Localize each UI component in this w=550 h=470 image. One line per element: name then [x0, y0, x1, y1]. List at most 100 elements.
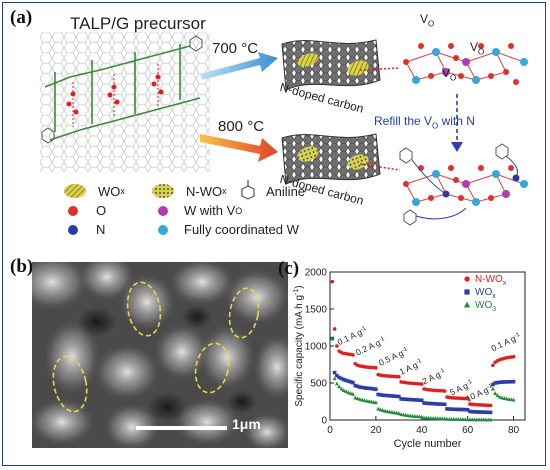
series-1-point	[399, 397, 403, 401]
series-2-point	[493, 391, 498, 395]
arrow-700	[200, 52, 278, 80]
series-1-point	[426, 401, 431, 406]
series-0-point	[488, 403, 493, 408]
x-tick-label: 20	[370, 425, 382, 436]
series-1-point	[410, 397, 415, 402]
cyan-sphere-icon	[158, 224, 168, 235]
y-tick-label: 0	[321, 416, 327, 427]
series-1-point	[507, 380, 511, 384]
series-1-point	[397, 394, 401, 399]
legend-marker	[464, 276, 470, 282]
series-2-point	[495, 393, 500, 398]
series-2-point	[511, 397, 516, 402]
series-2-point	[360, 397, 365, 402]
series-1-point	[358, 385, 362, 389]
panel-c-label: (c)	[278, 258, 300, 279]
series-1-point	[364, 386, 369, 390]
y-axis-label: Specific capacity (mA h g-1)	[293, 285, 305, 406]
wox-ellipse-icon	[64, 184, 86, 198]
x-axis-label: Cycle number	[394, 438, 462, 450]
series-2-point	[344, 389, 349, 394]
series-2-point	[383, 408, 388, 413]
refill-arrow	[451, 94, 463, 152]
nwox-ellipse-icon	[152, 184, 174, 198]
series-1-point	[452, 407, 456, 412]
series-1-point	[438, 402, 442, 406]
series-1-point	[454, 407, 458, 412]
series-1-point	[346, 379, 351, 383]
rate-label: 0.1 A g-1	[490, 331, 523, 354]
series-1-point	[458, 407, 463, 412]
series-0-point	[491, 363, 495, 368]
series-2-point	[369, 399, 374, 404]
series-2-point	[367, 399, 371, 403]
series-1-point	[362, 386, 367, 390]
x-tick-label: 0	[327, 425, 333, 436]
series-1-point	[408, 397, 413, 402]
series-1-point	[475, 410, 479, 414]
crystal-structure-bottom	[399, 143, 528, 226]
legend-item-nwox: N-WO x	[150, 183, 227, 199]
rate-label: 2 A g-1	[421, 367, 448, 387]
series-1-point	[495, 380, 500, 385]
series-1-point	[433, 402, 438, 406]
series-1-point	[401, 397, 406, 401]
series-1-point	[491, 382, 495, 387]
series-1-point	[481, 410, 486, 414]
scale-bar-label: 1μm	[232, 416, 261, 432]
series-2-point	[337, 384, 342, 389]
red-sphere-icon	[68, 205, 78, 216]
series-1-point	[417, 398, 422, 402]
series-2-point	[341, 388, 346, 392]
series-1-point	[403, 397, 408, 402]
vo-label-1: VO	[420, 12, 435, 29]
series-2-point	[502, 396, 507, 400]
series-1-point	[413, 398, 417, 402]
series-1-point	[511, 379, 516, 384]
series-0-point	[374, 366, 378, 370]
carbon-sheet-top	[281, 39, 381, 91]
series-1-point	[509, 379, 514, 384]
series-1-point	[383, 393, 387, 398]
series-0-point	[397, 374, 401, 379]
series-1-point	[445, 407, 449, 411]
x-tick-label: 60	[462, 425, 474, 436]
series-1-point	[442, 402, 447, 407]
rate-label: 0.2 A g-1	[354, 335, 387, 358]
series-1-point	[461, 407, 465, 412]
series-1-point	[385, 393, 390, 398]
series-0-point	[332, 327, 337, 331]
series-1-point	[376, 392, 380, 397]
refill-label: Refill the VO with N	[374, 114, 475, 131]
precursor-network-graphic	[40, 32, 210, 172]
legend-marker	[464, 301, 470, 308]
series-2-point	[362, 398, 367, 402]
series-0-point	[419, 382, 424, 386]
y-tick-label: 2000	[305, 268, 328, 279]
rate-capability-chart: 0 20 40 60 80 0 500 1000 1500 2000 Cycle number Spe…	[293, 268, 526, 450]
magenta-sphere-icon	[158, 205, 168, 216]
series-1-point	[502, 380, 507, 384]
series-1-point	[355, 384, 360, 389]
series-1-point	[380, 393, 385, 398]
series-1-point	[371, 387, 376, 391]
zoom-connector-top	[359, 67, 401, 71]
series-2-point	[497, 394, 502, 399]
series-1-point	[353, 383, 358, 388]
series-1-point	[339, 376, 344, 381]
carbon-sheet-bottom	[281, 133, 381, 185]
y-tick-label: 1500	[305, 305, 328, 316]
series-1-point	[484, 410, 488, 415]
series-2-point	[332, 376, 337, 381]
series-0-point	[330, 279, 335, 284]
series-2-point	[346, 390, 351, 395]
series-1-point	[374, 387, 378, 392]
y-tick-label: 500	[310, 379, 327, 390]
series-1-point	[341, 377, 346, 382]
series-0-point	[465, 396, 470, 401]
x-tick-label: 80	[508, 425, 520, 436]
series-2-point	[500, 395, 505, 400]
series-2-point	[355, 396, 360, 401]
temp-700-label: 700 °C	[212, 40, 259, 57]
